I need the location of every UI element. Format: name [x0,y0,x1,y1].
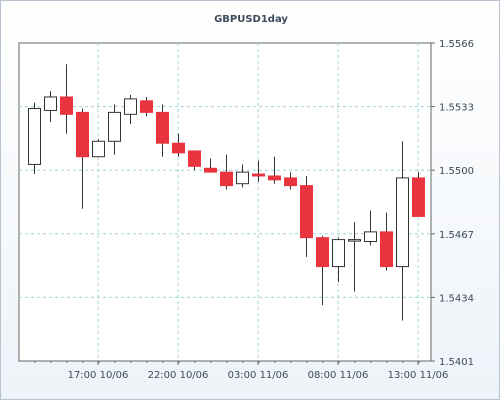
candle-body-up [396,177,409,268]
candle-body-down [284,177,297,187]
candle-body-down [300,185,313,239]
candle-body-up [28,108,41,165]
candle-body-up [44,96,57,111]
candle-body-up [124,98,137,115]
y-tick-label: 1.5467 [439,230,474,241]
candle-body-up [236,171,249,185]
candle-body-down [156,111,169,144]
candle-body-down [268,175,281,181]
y-tick-label: 1.5566 [439,39,474,50]
candle-body-up [348,239,361,242]
y-tick-label: 1.5500 [439,166,474,177]
candle-body-down [380,231,393,268]
y-tick-label: 1.5401 [439,357,474,368]
candle-body-down [188,150,201,167]
x-tick-label: 03:00 11/06 [228,370,289,381]
candle-body-down [172,142,185,154]
chart-title: GBPUSD1day [214,14,288,25]
candle-body-up [108,111,121,142]
y-tick-label: 1.5434 [439,293,474,304]
candle-body-up [92,140,105,158]
x-tick-label: 22:00 10/06 [148,370,209,381]
candle-body-down [252,173,265,177]
y-tick-label: 1.5533 [439,103,474,114]
candle-body-down [220,171,233,187]
x-tick-label: 13:00 11/06 [388,370,449,381]
candle-body-up [332,239,345,268]
candle-body-down [204,167,217,173]
candle-body-down [140,100,153,113]
candle-body-down [412,177,425,217]
x-tick-label: 08:00 11/06 [308,370,369,381]
plot-area [18,42,432,362]
candle-body-down [76,111,89,158]
x-tick-label: 17:00 10/06 [68,370,129,381]
candle-body-down [316,237,329,268]
candle-body-down [60,96,73,115]
candle-body-up [364,231,377,243]
